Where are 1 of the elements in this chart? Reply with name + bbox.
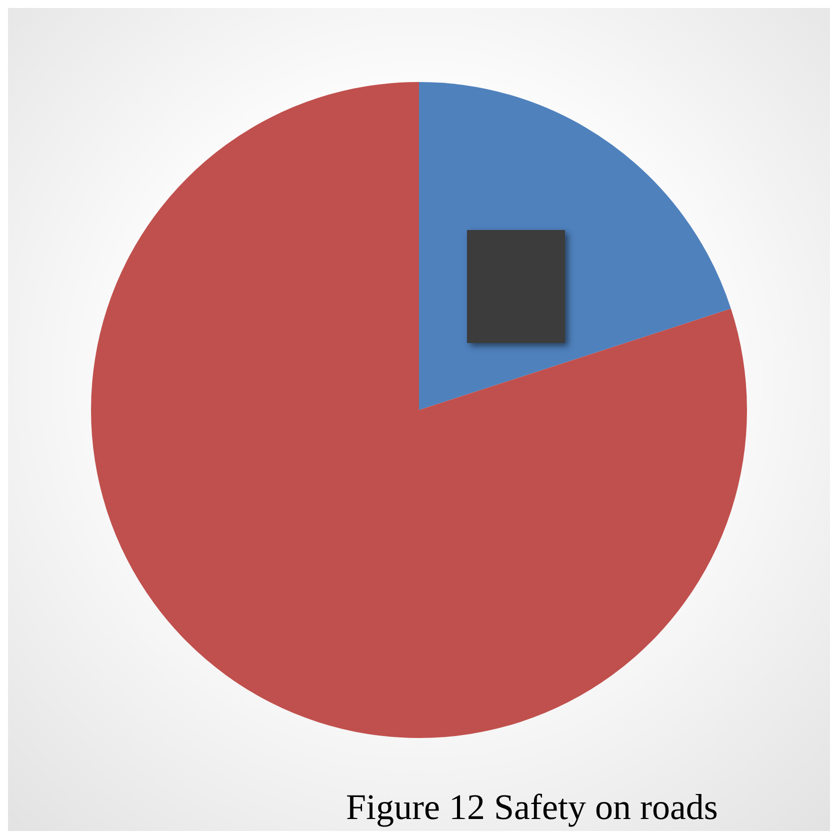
text: Figure 12 Safety on roads: [346, 786, 718, 828]
